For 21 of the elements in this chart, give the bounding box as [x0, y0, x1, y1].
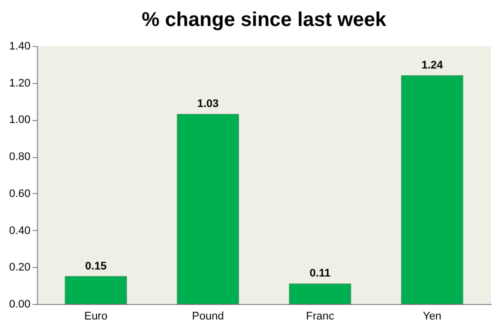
- y-tick-label: 1.40: [9, 40, 30, 52]
- y-tick-label: 0.00: [9, 298, 30, 310]
- bar: [289, 284, 352, 304]
- x-tick-label: Euro: [84, 310, 108, 322]
- y-tick-label: 1.20: [9, 77, 30, 90]
- bar: [64, 276, 127, 304]
- y-tick-label: 1.00: [9, 114, 30, 126]
- y-tick-label: 0.60: [9, 188, 30, 200]
- bar: [401, 75, 464, 304]
- x-tick-label: Yen: [422, 310, 442, 322]
- y-tick-label: 0.80: [9, 151, 30, 164]
- data-label: 1.24: [421, 59, 444, 72]
- data-label: 0.15: [85, 260, 107, 272]
- data-label: 1.03: [197, 98, 219, 110]
- x-tick-label: Franc: [306, 310, 335, 322]
- bar: [176, 114, 239, 304]
- y-tick-label: 0.20: [9, 262, 30, 274]
- x-tick-label: Pound: [192, 310, 224, 322]
- y-tick-label: 0.40: [9, 224, 30, 237]
- chart-title: % change since last week: [142, 9, 388, 31]
- data-label: 0.11: [310, 268, 330, 280]
